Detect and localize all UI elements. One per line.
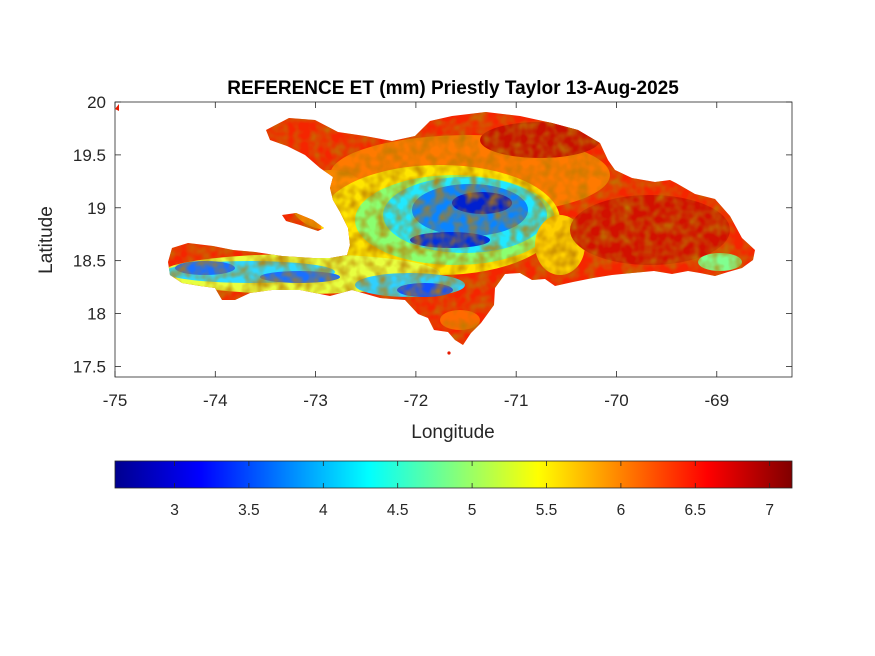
map-islet-south	[447, 351, 451, 355]
x-tick-label: -72	[404, 391, 429, 410]
colorbar-tick-label: 3.5	[238, 502, 260, 519]
x-tick-label: -73	[303, 391, 328, 410]
x-axis: -75 -74 -73 -72 -71 -70 -69 Longitude	[103, 102, 729, 443]
colorbar-tick-label: 6.5	[685, 502, 707, 519]
map-title: REFERENCE ET (mm) Priestly Taylor 13-Aug…	[227, 78, 679, 99]
x-tick-label: -69	[704, 391, 729, 410]
colorbar-tick-label: 6	[617, 502, 626, 519]
x-axis-label: Longitude	[411, 422, 494, 443]
x-tick-label: -71	[504, 391, 529, 410]
y-tick-label: 17.5	[73, 357, 106, 376]
colorbar-tick-label: 3	[170, 502, 179, 519]
y-tick-label: 20	[87, 93, 106, 112]
y-axis-label: Latitude	[36, 206, 57, 274]
y-tick-label: 19	[87, 199, 106, 218]
map-islet	[115, 104, 119, 111]
y-tick-label: 18.5	[73, 252, 106, 271]
x-tick-label: -70	[604, 391, 629, 410]
y-tick-label: 19.5	[73, 146, 106, 165]
colorbar-tick-label: 4	[319, 502, 328, 519]
colorbar-tick-label: 5	[468, 502, 477, 519]
colorbar-gradient	[114, 460, 793, 489]
x-tick-label: -74	[203, 391, 228, 410]
colorbar: 3 3.5 4 4.5 5 5.5 6 6.5 7	[114, 460, 793, 519]
colorbar-tick-label: 4.5	[387, 502, 409, 519]
y-axis: 17.5 18 18.5 19 19.5 20 Latitude	[36, 93, 792, 376]
colorbar-tick-label: 7	[765, 502, 774, 519]
y-tick-label: 18	[87, 305, 106, 324]
x-tick-label: -75	[103, 391, 128, 410]
colorbar-tick-label: 5.5	[536, 502, 558, 519]
